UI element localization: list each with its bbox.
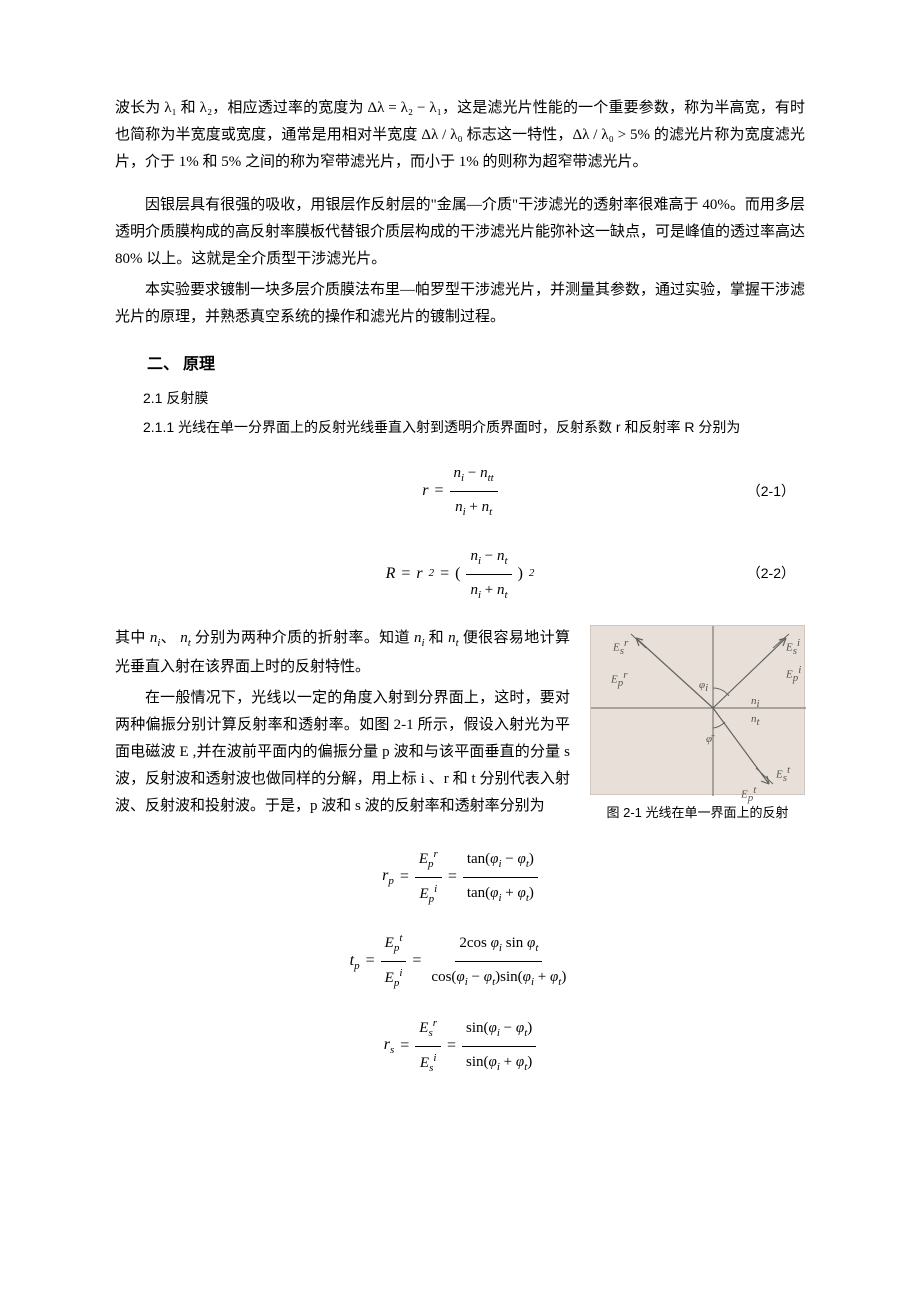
eq-number-2-2: （2-2） [747, 561, 795, 586]
paragraph-3: 本实验要求镀制一块多层介质膜法布里—帕罗型干涉滤光片，并测量其参数，通过实验，掌… [115, 277, 805, 331]
paragraph-2: 因银层具有很强的吸收，用银层作反射层的"金属—介质"干涉滤光的透射率很难高于 4… [115, 192, 805, 273]
equation-rs: rs = Esr Esi = sin(φi − φt) sin(φi + φt) [115, 1014, 805, 1079]
label-Ep-t: Ept [741, 781, 756, 809]
spacer [115, 180, 805, 192]
label-Ep-r: Epr [611, 666, 628, 694]
equation-tp: tp = Ept Epi = 2cos φi sin φt cos(φi − φ… [115, 929, 805, 994]
label-Es-i: Esi [786, 634, 800, 662]
subsection-21: 2.1 反射膜 [115, 386, 805, 411]
text-column: 其中 ni、 nt 分别为两种介质的折射率。知道 ni 和 nt 便很容易地计算… [115, 625, 570, 824]
paragraph-4: 其中 ni、 nt 分别为两种介质的折射率。知道 ni 和 nt 便很容易地计算… [115, 625, 570, 681]
eq-number-2-1: （2-1） [747, 479, 795, 504]
text-and-figure-row: 其中 ni、 nt 分别为两种介质的折射率。知道 ni 和 nt 便很容易地计算… [115, 625, 805, 824]
figure-2-1-caption: 图 2-1 光线在单一界面上的反射 [590, 801, 805, 824]
figure-2-1-diagram: Esr Epr Esi Epi φi φ̄ ni nt Est Ept [590, 625, 805, 795]
paragraph-5: 在一般情况下，光线以一定的角度入射到分界面上，这时，要对两种偏振分别计算反射率和… [115, 685, 570, 820]
paragraph-1: 波长为 λ₁ 和 λ₂，相应透过率的宽度为 Δλ = λ₂ − λ₁，这是滤光片… [115, 95, 805, 176]
label-Es-t: Est [776, 761, 790, 789]
equation-2-1: r = ni − ntt ni + nt （2-1） [115, 460, 805, 523]
label-Ep-i: Epi [786, 661, 801, 689]
equation-2-2: R = r2 = ( ni − nt ni + nt )2 （2-2） [115, 543, 805, 606]
equation-rp: rp = Epr Epi = tan(φi − φt) tan(φi + φt) [115, 845, 805, 910]
label-phi-bar: φ̄ [706, 730, 712, 750]
label-nt: nt [751, 710, 760, 733]
label-phi-i: φi [699, 676, 708, 699]
subsection-211: 2.1.1 光线在单一分界面上的反射光线垂直入射到透明介质界面时，反射系数 r … [115, 415, 805, 440]
label-Es-r: Esr [613, 634, 628, 662]
figure-column: Esr Epr Esi Epi φi φ̄ ni nt Est Ept 图 2-… [590, 625, 805, 824]
section-2-title: 二、 原理 [115, 351, 805, 380]
